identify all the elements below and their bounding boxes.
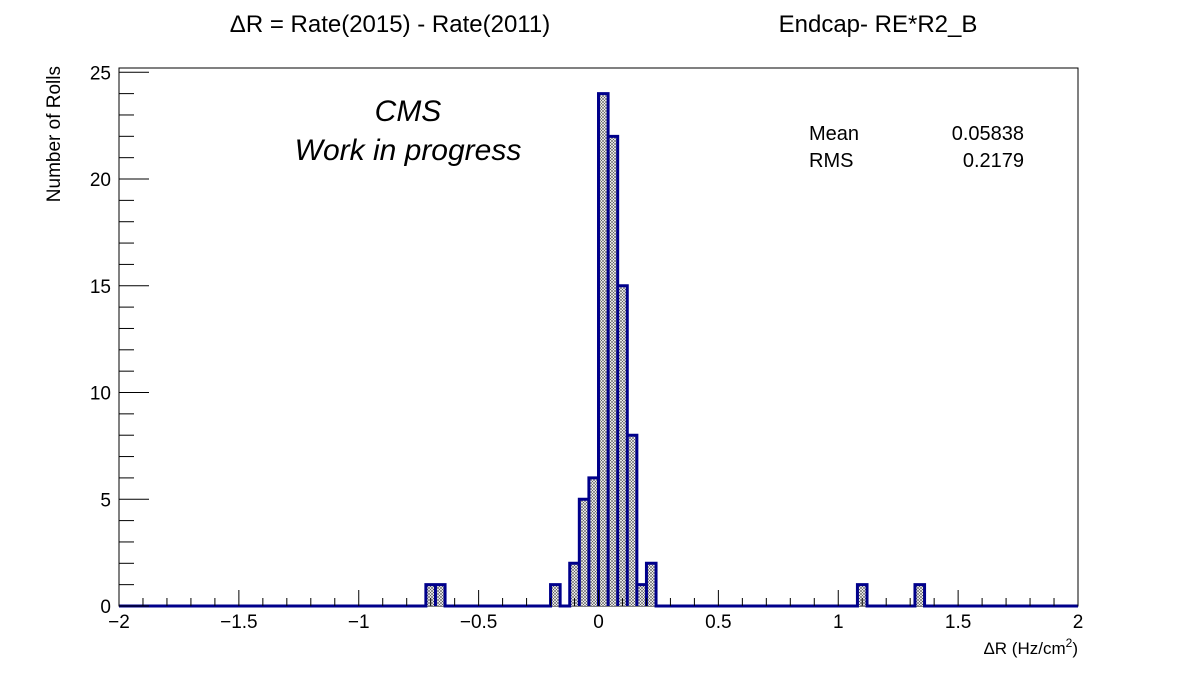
x-tick-label: 2	[1073, 612, 1084, 633]
stats-mean-label: Mean	[809, 123, 859, 145]
histogram-bin	[425, 584, 436, 606]
histogram-bin	[857, 584, 868, 606]
histogram-outline	[119, 92, 1078, 608]
histogram-bin	[608, 136, 618, 607]
y-axis: 0 5 10 15 20 25	[90, 63, 149, 618]
histogram-bin	[588, 477, 599, 606]
y-tick-label: 15	[90, 277, 111, 298]
histogram-bin	[598, 93, 609, 607]
x-axis-label-close: )	[1072, 639, 1078, 658]
stats-mean-value: 0.05838	[952, 123, 1024, 145]
x-axis-label: ΔR (Hz/cm2)	[983, 636, 1078, 658]
y-tick-label: 20	[90, 170, 111, 191]
x-tick-label: −2	[108, 612, 130, 633]
histogram-bin	[627, 435, 637, 606]
histogram-bars	[425, 93, 925, 607]
stats-rms-value: 0.2179	[963, 150, 1024, 172]
x-tick-label: 1	[833, 612, 844, 633]
histogram-bin	[569, 563, 580, 606]
histogram-bin	[646, 563, 657, 606]
y-tick-label: 0	[100, 597, 111, 618]
cms-label: CMS	[375, 95, 442, 128]
x-tick-label: −1	[348, 612, 370, 633]
histogram-bin	[550, 584, 561, 606]
y-axis-label: Number of Rolls	[44, 66, 65, 202]
x-tick-label: −0.5	[460, 612, 498, 633]
histogram-bin	[914, 584, 925, 606]
x-tick-label: 0.5	[705, 612, 731, 633]
y-tick-label: 10	[90, 384, 111, 405]
x-axis-label-sup: 2	[1066, 636, 1073, 650]
chart-title: ΔR = Rate(2015) - Rate(2011)	[230, 11, 550, 38]
histogram-bin	[636, 584, 647, 606]
work-in-progress-label: Work in progress	[295, 134, 522, 167]
region-title: Endcap- RE*R2_B	[779, 11, 978, 38]
histogram-bin	[435, 584, 446, 606]
y-tick-label: 25	[90, 63, 111, 84]
stats-rms-label: RMS	[809, 150, 853, 172]
x-tick-label: −1.5	[220, 612, 258, 633]
x-axis: −2 −1.5 −1 −0.5 0 0.5 1 1.5 2	[108, 590, 1083, 633]
histogram-bin	[579, 499, 589, 606]
x-tick-label: 1.5	[945, 612, 971, 633]
y-tick-label: 5	[100, 490, 111, 511]
x-tick-label: 0	[593, 612, 604, 633]
histogram-bin	[617, 285, 628, 606]
x-axis-label-main: ΔR (Hz/cm	[983, 639, 1065, 658]
